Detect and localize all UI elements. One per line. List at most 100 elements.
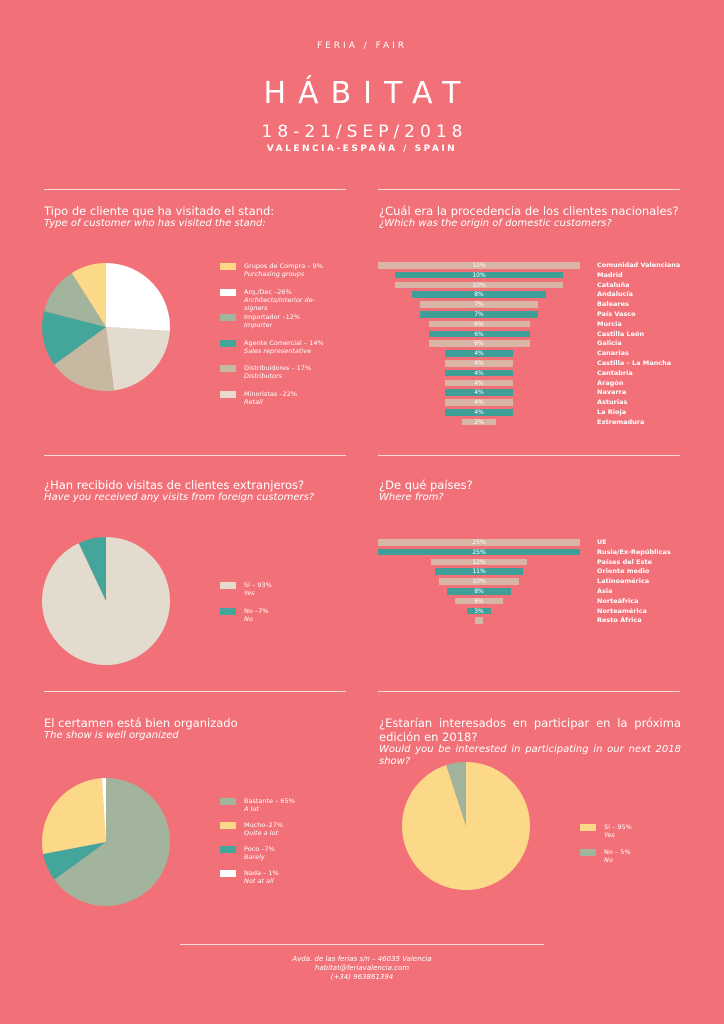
domestic-origin-bar (445, 409, 513, 416)
next-edition-legend-sublabel: Yes (604, 831, 615, 839)
organization-legend-item: Poco –7% Barely (220, 845, 340, 865)
domestic-origin-value-label: 6% (474, 340, 484, 348)
organization-slice-poco (43, 842, 106, 880)
organization-slice-nada (101, 778, 106, 842)
foreign-countries-category-label: Asia (597, 587, 613, 595)
organization-legend-swatch (220, 846, 236, 853)
domestic-origin-category-label: Navarra (597, 388, 627, 397)
customer-type-legend-sublabel: Retail (244, 397, 263, 406)
foreign-visits-legend-item: Sí – 93% Yes (220, 581, 340, 601)
domestic-origin-bar (394, 271, 564, 279)
customer-type-legend-item: Minoristas –22% Retail (220, 390, 340, 410)
foreign-countries-category-label: Norteáfrica (597, 596, 639, 605)
domestic-origin-value-label: 10% (472, 281, 486, 289)
foreign-countries-value-label: 12% (472, 558, 486, 566)
domestic-origin-bar (428, 340, 530, 347)
domestic-origin-bar (420, 301, 538, 308)
foreign-visits-slice-no (78, 537, 106, 601)
foreign-countries-value-label: 3% (474, 607, 484, 615)
organization-legend-swatch (220, 870, 236, 877)
q4-title-es: ¿De qué países? (379, 478, 473, 492)
organization-legend-label: Nada – 1% (244, 869, 279, 877)
customer-type-legend-swatch (220, 263, 236, 270)
divider-mid-left (44, 455, 346, 456)
foreign-visits-legend-swatch (220, 582, 236, 589)
next-edition-legend-label: Sí – 95% (604, 823, 632, 831)
domestic-origin-value-label: 8% (474, 291, 484, 299)
customer-type-legend-swatch (220, 390, 236, 398)
q2-title-es: ¿Cuál era la procedencia de los clientes… (379, 204, 679, 218)
customer-type-legend-sublabel: Sales representative (244, 346, 312, 355)
foreign-countries-category-label: Latinoamérica (597, 577, 650, 586)
customer-type-legend-sublabel: Architects/interior de-signers (244, 295, 316, 312)
organization-legend-swatch (220, 822, 236, 829)
domestic-origin-value-label: 6% (474, 320, 484, 328)
customer-type-legend-swatch (220, 365, 236, 372)
foreign-countries-bar (434, 568, 524, 575)
foreign-countries-bar (438, 578, 520, 585)
domestic-origin-category-label: Cantabria (597, 368, 633, 377)
customer-type-slice-arq-dec (106, 263, 170, 332)
domestic-origin-category-label: Madrid (597, 270, 623, 279)
domestic-origin-category-label: Castilla – La Mancha (597, 359, 672, 367)
domestic-origin-bar (445, 399, 513, 406)
customer-type-legend-swatch (220, 314, 236, 321)
q2-title-en: ¿Which was the origin of domestic custom… (379, 218, 612, 229)
customer-type-legend-sublabel: Purchasing groups (244, 270, 305, 278)
customer-type-legend-item: Distribuidores – 17% Distributors (220, 364, 340, 384)
divider-top-right (378, 189, 680, 190)
q6-title-es-line1: ¿Estarían interesados en participar en l… (379, 716, 681, 730)
foreign-visits-legend-label: Sí – 93% (244, 581, 272, 589)
customer-type-legend-item: Importador –12% Importer (220, 313, 340, 333)
domestic-origin-category-label: La Rioja (597, 408, 627, 416)
domestic-origin-bar (462, 418, 496, 426)
next-edition-legend-label: No – 5% (604, 848, 631, 856)
foreign-countries-value-label: 8% (474, 588, 484, 595)
domestic-origin-category-label: Baleares (597, 300, 629, 309)
divider-top-left (44, 189, 346, 190)
domestic-origin-bar (428, 330, 530, 338)
customer-type-legend-label: Distribuidores – 17% (244, 364, 312, 372)
domestic-origin-bar (394, 281, 564, 289)
domestic-origin-value-label: 4% (474, 360, 484, 367)
customer-type-legend-item: Arq./Dec –26% Architects/interior de-sign… (220, 288, 340, 312)
domestic-origin-value-label: 12% (472, 262, 486, 269)
foreign-countries-bar (474, 617, 484, 624)
domestic-origin-category-label: Canarias (597, 349, 629, 358)
customer-type-slice-grupos-de-compra (71, 263, 106, 327)
event-dates: 18-21/SEP/2018 (261, 122, 468, 142)
q3-title-en: Have you received any visits from foreig… (44, 492, 315, 503)
foreign-countries-value-label: 6% (474, 597, 484, 605)
domestic-origin-category-label: Cataluña (597, 280, 630, 289)
domestic-origin-category-label: Andalucía (597, 290, 634, 299)
foreign-countries-bar (454, 597, 504, 605)
domestic-origin-value-label: 2% (474, 418, 484, 426)
next-edition-legend-sublabel: No (604, 856, 613, 864)
domestic-origin-category-label: País Vasco (597, 310, 636, 318)
divider-mid-right (378, 455, 680, 456)
customer-type-legend-item: Grupos de Compra – 9% Purchasing groups (220, 262, 340, 282)
foreign-countries-category-label: Países del Este (597, 557, 652, 566)
customer-type-slice-distribuidores (54, 327, 115, 391)
footer-phone: (+34) 963861394 (330, 973, 394, 981)
footer-email[interactable]: habitat@feriavalencia.com (314, 964, 410, 972)
q5-title-es: El certamen está bien organizado (44, 716, 238, 730)
customer-type-legend-label: Minoristas –22% (244, 389, 298, 398)
organization-legend-sublabel: Barely (244, 853, 265, 861)
organization-slice-mucho (41, 778, 106, 854)
foreign-countries-bar (466, 607, 492, 615)
event-location: VALENCIA-ESPAÑA / SPAIN (266, 144, 458, 154)
next-edition-legend-item: No – 5% No (580, 848, 700, 868)
fair-label: FERIA / FAIR (316, 41, 408, 51)
q4-title-en: Where from? (379, 492, 444, 503)
foreign-countries-value-label: 25% (472, 539, 486, 546)
customer-type-legend-label: Importador –12% (244, 313, 301, 321)
domestic-origin-bar (445, 389, 513, 396)
foreign-countries-category-label: Resto África (597, 616, 642, 625)
customer-type-legend-swatch (220, 288, 236, 296)
domestic-origin-value-label: 4% (474, 350, 484, 358)
domestic-origin-value-label: 4% (474, 389, 484, 397)
q6-title-es-line2: edición en 2018? (379, 730, 478, 744)
domestic-origin-category-label: Extremadura (597, 417, 645, 426)
